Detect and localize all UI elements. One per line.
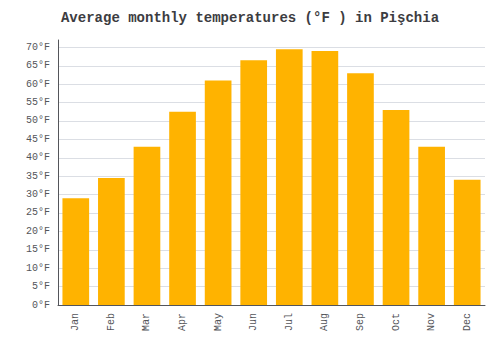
svg-text:30°F: 30°F [26,189,50,200]
svg-text:10°F: 10°F [26,263,50,274]
svg-text:Jul: Jul [284,313,295,331]
svg-text:Apr: Apr [177,313,188,331]
svg-text:50°F: 50°F [26,115,50,126]
svg-text:55°F: 55°F [26,97,50,108]
svg-text:70°F: 70°F [26,42,50,53]
svg-text:Average monthly temperatures (: Average monthly temperatures (°F ) in Pi… [61,10,440,26]
svg-text:45°F: 45°F [26,134,50,145]
svg-text:Jun: Jun [248,313,259,331]
svg-text:Oct: Oct [391,313,402,331]
svg-text:Sep: Sep [355,313,366,331]
svg-text:0°F: 0°F [32,300,50,311]
svg-text:Mar: Mar [141,313,152,331]
svg-text:Nov: Nov [426,313,437,331]
svg-text:35°F: 35°F [26,171,50,182]
svg-text:20°F: 20°F [26,226,50,237]
svg-text:40°F: 40°F [26,152,50,163]
svg-text:May: May [213,313,224,331]
svg-text:15°F: 15°F [26,244,50,255]
svg-text:Jan: Jan [70,313,81,331]
svg-text:Aug: Aug [319,313,330,331]
svg-text:60°F: 60°F [26,79,50,90]
svg-text:65°F: 65°F [26,60,50,71]
svg-text:25°F: 25°F [26,207,50,218]
svg-text:5°F: 5°F [32,281,50,292]
svg-text:Dec: Dec [462,313,473,331]
svg-text:Feb: Feb [106,313,117,331]
